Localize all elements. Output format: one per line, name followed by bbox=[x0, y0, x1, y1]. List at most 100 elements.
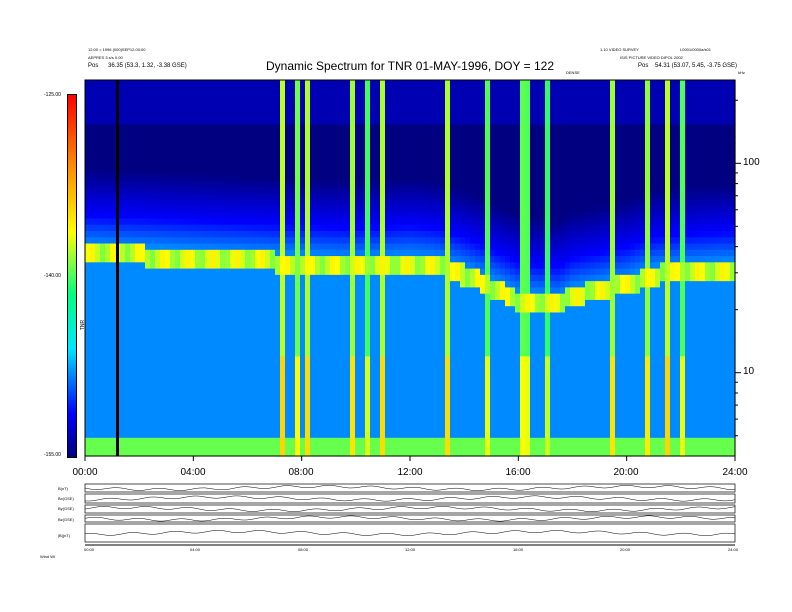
spectrogram-cell bbox=[275, 324, 281, 332]
spectrogram-cell bbox=[245, 180, 251, 188]
spectrogram-cell bbox=[150, 180, 156, 188]
spectrogram-cell bbox=[350, 280, 356, 288]
spectrogram-cell bbox=[385, 293, 391, 300]
spectrogram-cell bbox=[130, 362, 136, 369]
spectrogram-cell bbox=[335, 343, 341, 351]
spectrogram-cell bbox=[375, 355, 381, 363]
spectrogram-cell bbox=[210, 180, 216, 188]
spectrogram-cell bbox=[230, 299, 236, 307]
spectrogram-cell bbox=[340, 230, 346, 238]
spectrogram-cell bbox=[410, 180, 416, 188]
spectrogram-cell bbox=[480, 418, 486, 426]
spectrogram-cell bbox=[280, 98, 286, 106]
spectrogram-cell bbox=[340, 211, 346, 219]
spectrogram-cell bbox=[420, 242, 426, 250]
spectrogram-cell bbox=[315, 336, 321, 344]
spectrogram-cell bbox=[335, 305, 341, 313]
spectrogram-cell bbox=[465, 399, 471, 407]
spectrogram-cell bbox=[245, 343, 251, 351]
spectrogram-cell bbox=[340, 449, 346, 457]
spectrogram-cell bbox=[440, 418, 446, 426]
spectrogram-cell bbox=[170, 405, 176, 413]
spectrogram-cell bbox=[90, 211, 96, 219]
spectrogram-cell bbox=[190, 355, 196, 363]
spectrogram-cell bbox=[275, 136, 281, 144]
spectrogram-cell bbox=[225, 412, 231, 419]
spectrogram-cell bbox=[470, 268, 476, 275]
spectrogram-cell bbox=[220, 217, 226, 225]
spectrogram-cell bbox=[450, 205, 456, 213]
spectrogram-cell bbox=[245, 224, 251, 231]
spectrogram-cell bbox=[130, 148, 136, 156]
spectrogram-cell bbox=[375, 305, 381, 313]
spectrogram-cell bbox=[315, 249, 321, 257]
spectrogram-cell bbox=[225, 161, 231, 169]
spectrogram-cell bbox=[270, 111, 276, 119]
spectrogram-cell bbox=[335, 105, 341, 112]
spectrogram-cell bbox=[420, 286, 426, 294]
spectrogram-cell bbox=[165, 330, 171, 338]
spectrogram-cell bbox=[175, 205, 181, 213]
spectrogram-cell bbox=[210, 86, 216, 94]
spectrogram-cell bbox=[435, 374, 441, 382]
spectrogram-cell bbox=[305, 211, 311, 219]
spectrogram-cell bbox=[320, 123, 326, 131]
spectrogram-cell bbox=[285, 387, 291, 394]
spectrogram-cell bbox=[405, 412, 411, 419]
spectrogram-cell bbox=[330, 324, 336, 332]
spectrogram-cell bbox=[305, 311, 311, 319]
spectrogram-cell bbox=[130, 261, 136, 269]
spectrogram-cell bbox=[290, 174, 296, 181]
spectrogram-cell bbox=[415, 261, 421, 269]
spectrogram-cell bbox=[350, 274, 356, 282]
spectrogram-cell bbox=[400, 142, 406, 150]
spectrogram-cell bbox=[155, 123, 161, 131]
spectrogram-cell bbox=[415, 236, 421, 244]
spectrogram-cell bbox=[495, 355, 501, 363]
spectrogram-cell bbox=[460, 412, 466, 419]
spectrogram-cell bbox=[320, 268, 326, 275]
spectrogram-cell bbox=[410, 205, 416, 213]
spectrogram-cell bbox=[325, 174, 331, 181]
spectrogram-cell bbox=[205, 268, 211, 275]
spectrogram-cell bbox=[450, 311, 456, 319]
spectrogram-cell bbox=[310, 393, 316, 401]
spectrogram-cell bbox=[460, 418, 466, 426]
spectrogram-cell bbox=[205, 336, 211, 344]
spectrogram-cell bbox=[155, 380, 161, 388]
spectrogram-cell bbox=[310, 387, 316, 394]
spectrogram-cell bbox=[345, 286, 351, 294]
spectrogram-cell bbox=[380, 286, 386, 294]
spectrogram-cell bbox=[330, 130, 336, 137]
spectrogram-cell bbox=[290, 242, 296, 250]
spectrogram-cell bbox=[90, 186, 96, 194]
spectrogram-cell bbox=[105, 249, 111, 257]
spectrogram-cell bbox=[105, 387, 111, 394]
spectrogram-cell bbox=[110, 424, 116, 432]
spectrogram-cell bbox=[400, 305, 406, 313]
spectrogram-cell bbox=[380, 155, 386, 163]
spectrogram-cell bbox=[105, 299, 111, 307]
spectrogram-cell bbox=[335, 412, 341, 419]
spectrogram-cell bbox=[490, 211, 496, 219]
spectrogram-cell bbox=[380, 330, 386, 338]
spectrogram-cell bbox=[200, 368, 206, 376]
spectrogram-cell bbox=[335, 230, 341, 238]
spectrogram-cell bbox=[105, 449, 111, 457]
spectrogram-cell bbox=[415, 305, 421, 313]
spectrogram-cell bbox=[340, 286, 346, 294]
spectrogram-cell bbox=[370, 230, 376, 238]
spectrogram-cell bbox=[300, 148, 306, 156]
spectrogram-cell bbox=[440, 355, 446, 363]
spectrogram-cell bbox=[430, 86, 436, 94]
spectrogram-cell bbox=[150, 242, 156, 250]
spectrogram-cell bbox=[185, 330, 191, 338]
spectrogram-cell bbox=[320, 117, 326, 125]
spectrogram-cell bbox=[130, 387, 136, 394]
spectrogram-cell bbox=[380, 167, 386, 175]
spectrogram-cell bbox=[215, 412, 221, 419]
spectrogram-cell bbox=[380, 249, 386, 257]
spectrogram-cell bbox=[235, 261, 241, 269]
spectrogram-cell bbox=[305, 180, 311, 188]
spectrogram-cell bbox=[105, 224, 111, 231]
